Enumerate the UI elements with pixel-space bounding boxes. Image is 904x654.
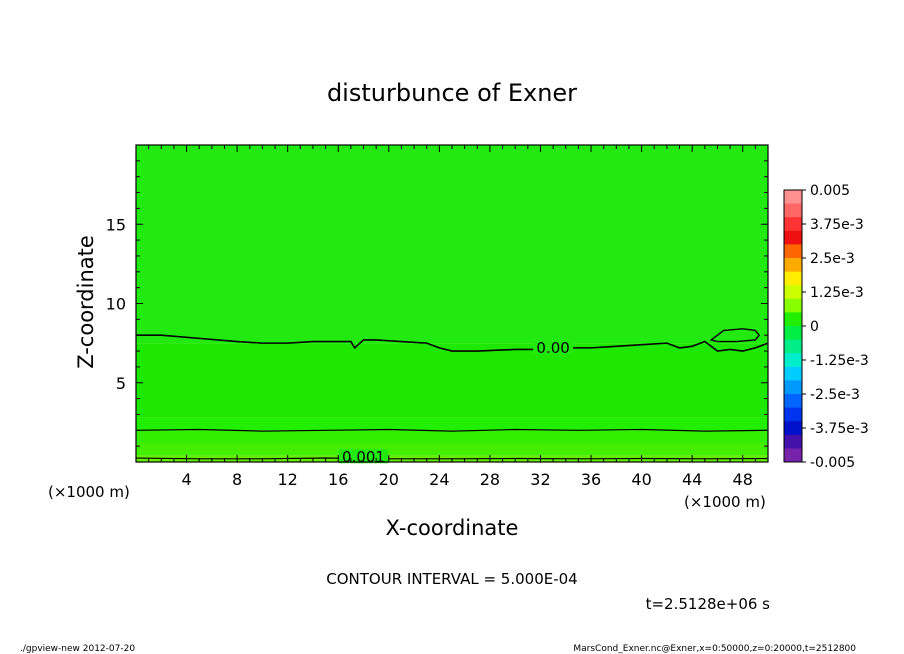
colorbar-segment [784,434,802,449]
colorbar-label: 0 [810,319,819,335]
x-tick-label: 24 [429,470,449,489]
fill-band-2 [136,430,768,443]
contour-label-bg-0 [533,339,574,354]
colorbar-segment [784,339,802,354]
colorbar-label: 2.5e-3 [810,251,855,267]
contour-line-lower-0 [135,428,769,432]
x-unit-label-left: (×1000 m) [48,483,130,501]
contour-label-0: 0.00 [536,339,569,357]
colorbar-segment [784,285,802,300]
colorbar-segment [784,298,802,313]
fill-band-4 [136,343,768,418]
chart-title: disturbunce of Exner [327,79,577,107]
colorbar-label: 1.25e-3 [810,285,864,301]
x-tick-label: 40 [631,470,651,489]
colorbar-segment [784,394,802,409]
colorbar-label: 0.005 [810,183,850,199]
colorbar-segment [784,244,802,259]
colorbar-segment [784,380,802,395]
y-axis: 5 10 15 [106,144,768,463]
contour-interval-label: CONTOUR INTERVAL = 5.000E-04 [326,570,577,588]
colorbar-segment [784,312,802,327]
colorbar-label: -3.75e-3 [810,421,869,437]
time-label: t=2.5128e+06 s [646,595,771,613]
fill-band-3 [136,417,768,431]
plot-area: 0.00 0.001 [135,144,769,466]
contour-line-zero [136,334,769,352]
colorbar-segment [784,271,802,286]
colorbar-segment [784,421,802,436]
y-tick-label: 15 [106,215,126,234]
x-tick-label: 8 [232,470,242,489]
x-tick-label: 36 [581,470,601,489]
colorbar-segment [784,230,802,245]
x-tick-label: 20 [379,470,399,489]
x-tick-label: 4 [181,470,191,489]
colorbar-label: 3.75e-3 [810,217,864,233]
colorbar-segment [784,203,802,218]
colorbar-segment [784,326,802,341]
colorbar-label: -2.5e-3 [810,387,860,403]
fill-band-1 [136,442,768,456]
x-tick-label: 12 [278,470,298,489]
footer-right: MarsCond_Exner.nc@Exner,x=0:50000,z=0:20… [573,644,856,654]
x-tick-label: 32 [530,470,550,489]
y-tick-label: 5 [116,374,126,393]
colorbar-label: -1.25e-3 [810,353,869,369]
colorbar-label: -0.005 [810,455,855,471]
x-axis: 4 8 12 16 20 24 28 32 36 40 44 48 [135,145,769,489]
colorbar: 0.005 3.75e-3 2.5e-3 1.25e-3 0 -1.25e-3 -2.5e-… [783,183,869,471]
x-tick-label: 28 [480,470,500,489]
colorbar-segment [784,190,802,205]
colorbar-segment [784,258,802,273]
contour-island [709,328,761,343]
x-tick-label: 48 [733,470,753,489]
colorbar-segment [784,407,802,422]
colorbar-segment [784,217,802,232]
contour-label-1: 0.001 [342,448,385,466]
x-unit-label-right: (×1000 m) [684,493,766,511]
fill-band-5 [136,145,768,344]
x-tick-label: 44 [682,470,702,489]
x-tick-label: 16 [328,470,348,489]
colorbar-segment [784,353,802,368]
footer-left: ./gpview-new 2012-07-20 [20,644,135,654]
x-axis-title: X-coordinate [386,516,519,540]
y-tick-label: 10 [106,295,126,314]
colorbar-segment [784,448,802,463]
colorbar-segment [784,366,802,381]
y-axis-title: Z-coordinate [74,235,98,369]
